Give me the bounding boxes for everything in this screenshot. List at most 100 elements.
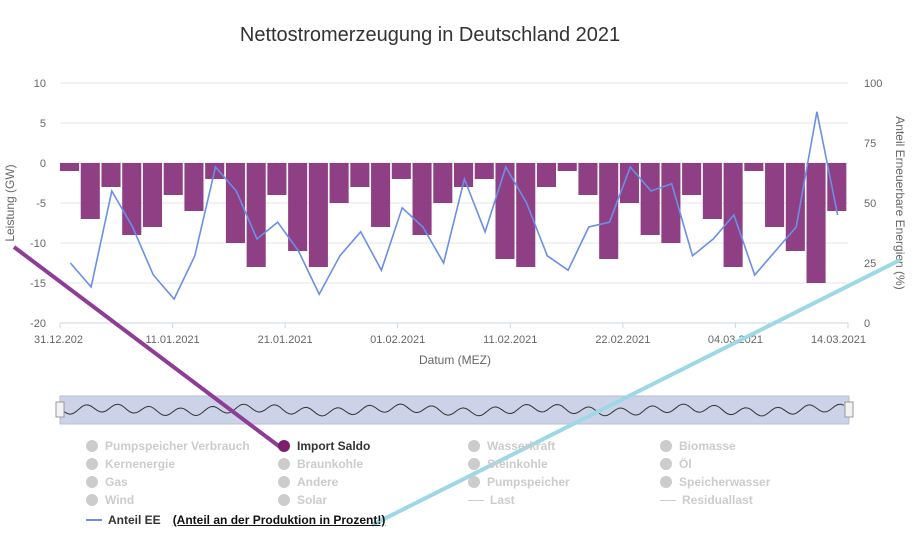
legend-item-biomasse[interactable]: Biomasse — [660, 438, 736, 454]
dot-marker-icon — [278, 458, 290, 470]
legend-item-anteil-ee[interactable]: Anteil EE (Anteil an der Produktion in P… — [86, 512, 385, 528]
import-saldo-bar — [142, 163, 163, 227]
legend-item-solar[interactable]: Solar — [278, 492, 327, 508]
navigator-range[interactable] — [59, 395, 850, 425]
dot-marker-icon — [660, 458, 672, 470]
legend-item--l[interactable]: Öl — [660, 456, 692, 472]
line-marker-icon — [86, 519, 102, 521]
dot-marker-icon — [278, 476, 290, 488]
legend-item-wind[interactable]: Wind — [86, 492, 134, 508]
import-saldo-bar — [599, 163, 619, 259]
y-left-tick-label: -20 — [30, 318, 46, 330]
dot-marker-icon — [86, 476, 98, 488]
import-saldo-bar — [350, 163, 370, 187]
import-saldo-bar — [682, 163, 702, 195]
y-left-tick-label: 10 — [34, 78, 46, 90]
import-saldo-bar — [765, 163, 785, 227]
dot-marker-icon — [278, 440, 290, 452]
legend-item-pumpspeicher-verbrauch[interactable]: Pumpspeicher Verbrauch — [86, 438, 250, 454]
legend-label: Gas — [105, 475, 128, 489]
dot-marker-icon — [468, 458, 480, 470]
line-marker-icon — [468, 499, 484, 501]
x-tick-label: 22.02.2021 — [595, 334, 650, 346]
import-saldo-bar — [827, 163, 847, 211]
pointer-line-right — [371, 258, 901, 527]
import-saldo-bar — [329, 163, 349, 203]
import-saldo-bar — [184, 163, 204, 211]
legend-ee-label: Anteil EE — [108, 513, 161, 527]
legend-item-steinkohle[interactable]: Steinkohle — [468, 456, 548, 472]
x-tick-label: 01.02.2021 — [370, 334, 425, 346]
import-saldo-bar — [640, 163, 660, 235]
legend-label: Speicherwasser — [679, 475, 771, 489]
import-saldo-bar — [101, 163, 121, 187]
x-tick-label: 14.03.2021 — [811, 334, 866, 346]
legend-label: Solar — [297, 493, 328, 507]
import-saldo-bar — [806, 163, 826, 283]
legend-item-residuallast[interactable]: Residuallast — [660, 492, 753, 508]
legend-item-wasserkraft[interactable]: Wasserkraft — [468, 438, 555, 454]
y-right-tick-label: 25 — [864, 258, 876, 270]
navigator-handle-right[interactable] — [844, 401, 854, 418]
legend-item-speicherwasser[interactable]: Speicherwasser — [660, 474, 770, 490]
legend-label: Wind — [105, 493, 135, 507]
navigator[interactable] — [55, 395, 854, 425]
x-tick-label: 11.01.2021 — [145, 334, 199, 346]
import-saldo-bar — [702, 163, 722, 219]
dot-marker-icon — [468, 476, 480, 488]
import-saldo-bar — [785, 163, 805, 251]
legend-ee-note[interactable]: (Anteil an der Produktion in Prozent!) — [172, 513, 386, 527]
import-saldo-bar — [536, 163, 557, 187]
legend-label: Steinkohle — [487, 457, 548, 471]
x-axis-title: Datum (MEZ) — [419, 353, 491, 367]
y-left-tick-label: 5 — [40, 118, 46, 130]
legend-label: Residuallast — [682, 493, 753, 507]
legend-label: Öl — [679, 457, 692, 471]
y-left-tick-label: -10 — [30, 238, 46, 250]
legend-label: Pumpspeicher — [487, 475, 570, 489]
dot-marker-icon — [660, 476, 672, 488]
legend-item-pumpspeicher[interactable]: Pumpspeicher — [468, 474, 570, 490]
import-saldo-bar — [288, 163, 308, 251]
line-marker-icon — [660, 499, 676, 501]
import-saldo-bar — [744, 163, 764, 171]
import-saldo-bar — [163, 163, 183, 195]
legend-label: Pumpspeicher Verbrauch — [105, 439, 250, 453]
dot-marker-icon — [278, 494, 290, 506]
legend-label: Wasserkraft — [487, 439, 556, 453]
legend-item-braunkohle[interactable]: Braunkohle — [278, 456, 363, 472]
legend-item-import-saldo[interactable]: Import Saldo — [278, 438, 370, 454]
navigator-series — [63, 403, 845, 417]
chart-title: Nettostromerzeugung in Deutschland 2021 — [240, 24, 620, 46]
import-saldo-bar — [474, 163, 494, 179]
import-saldo-bar — [371, 163, 391, 227]
legend-item-last[interactable]: Last — [468, 492, 515, 508]
import-saldo-bar — [60, 163, 80, 171]
navigator-handle-left[interactable] — [55, 401, 65, 418]
y-right-tick-label: 100 — [864, 78, 882, 90]
legend-label: Last — [490, 493, 515, 507]
x-tick-label: 21.01.2021 — [258, 334, 313, 346]
y-axis-left-title: Leistung (GW) — [3, 164, 17, 241]
dot-marker-icon — [86, 494, 98, 506]
legend-item-gas[interactable]: Gas — [86, 474, 128, 490]
x-axis-ticks: 31.12.202 11.01.2021 21.01.2021 01.02.2021 1… — [34, 322, 866, 346]
import-saldo-series — [60, 163, 847, 283]
import-saldo-bar — [391, 163, 411, 179]
pointer-line-left — [12, 245, 282, 449]
y-left-tick-label: 0 — [40, 158, 46, 170]
legend-label: Kernenergie — [105, 457, 176, 471]
dot-marker-icon — [86, 440, 98, 452]
legend-item-kernenergie[interactable]: Kernenergie — [86, 456, 175, 472]
legend-item-andere[interactable]: Andere — [278, 474, 338, 490]
import-saldo-bar — [246, 163, 266, 267]
import-saldo-bar — [267, 163, 287, 195]
import-saldo-bar — [661, 163, 681, 243]
dot-marker-icon — [660, 440, 672, 452]
x-tick-label: 11.02.2021 — [483, 334, 537, 346]
import-saldo-bar — [578, 163, 598, 195]
legend-label: Import Saldo — [297, 439, 371, 453]
import-saldo-bar — [433, 163, 453, 203]
